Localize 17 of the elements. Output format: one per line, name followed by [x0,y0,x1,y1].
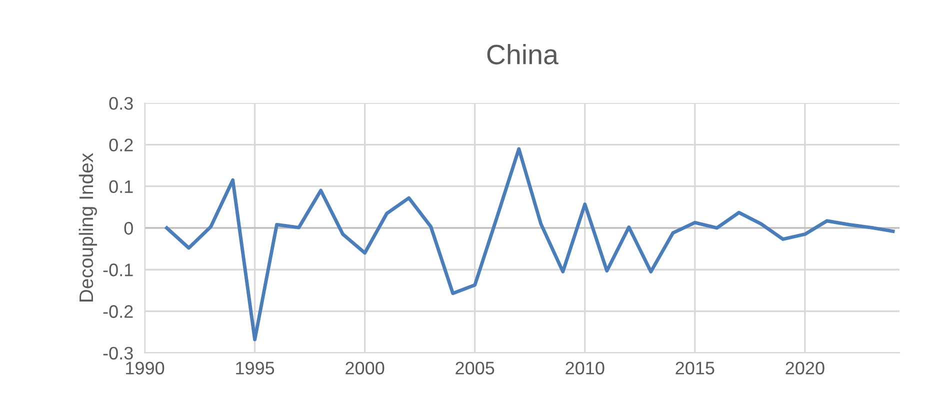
y-tick-label: -0.3 [103,346,133,360]
y-tick-label: -0.1 [103,264,133,276]
x-tick-label: 1990 [126,362,164,374]
x-tick-label: 2020 [786,362,824,374]
x-tick-label: 2015 [676,362,714,374]
line-series [165,147,895,342]
y-tick-label: -0.2 [103,305,133,318]
x-tick-label: 2010 [566,362,604,374]
x-tick-label: 2005 [456,362,494,374]
y-tick-label: 0.1 [109,180,133,194]
x-tick-label: 2000 [346,362,384,374]
y-tick-label: 0 [124,222,133,235]
y-tick-label: 0.3 [109,96,133,110]
x-tick-label: 1995 [236,362,274,374]
y-tick-label: 0.2 [109,138,133,152]
chart-title: China [487,44,558,64]
y-axis-title: Decoupling Index [78,153,97,302]
